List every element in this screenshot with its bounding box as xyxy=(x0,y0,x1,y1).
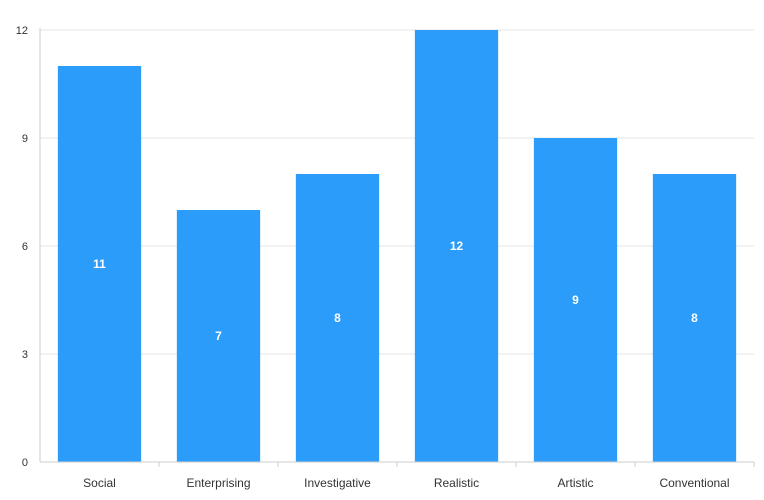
bar-realistic xyxy=(414,30,499,462)
y-tick-label: 0 xyxy=(22,457,28,469)
y-tick-label: 9 xyxy=(22,133,28,145)
y-tick-label: 6 xyxy=(22,241,28,253)
grid-lines xyxy=(40,29,754,355)
x-tick-label-social: Social xyxy=(83,476,116,490)
bar-investigative xyxy=(295,174,380,462)
axes xyxy=(39,28,755,467)
bar-conventional xyxy=(652,174,737,462)
data-label-conventional: 8 xyxy=(691,311,698,325)
x-tick-label-enterprising: Enterprising xyxy=(186,476,250,490)
data-label-realistic: 12 xyxy=(450,239,464,253)
bar-enterprising xyxy=(176,210,261,462)
data-label-enterprising: 7 xyxy=(215,329,222,343)
y-tick-label: 12 xyxy=(16,25,28,37)
x-tick-label-artistic: Artistic xyxy=(558,476,594,490)
labels: 0 3 6 9 12 11 Social 7 Enterprising 8 Investigativ… xyxy=(16,25,730,490)
bars xyxy=(57,30,737,462)
bar-artistic xyxy=(533,138,618,462)
x-tick-label-realistic: Realistic xyxy=(434,476,479,490)
data-label-investigative: 8 xyxy=(334,311,341,325)
data-label-artistic: 9 xyxy=(572,293,579,307)
bar-social xyxy=(57,66,142,462)
x-tick-label-investigative: Investigative xyxy=(304,476,371,490)
y-tick-label: 3 xyxy=(22,349,28,361)
x-tick-label-conventional: Conventional xyxy=(659,476,729,490)
data-label-social: 11 xyxy=(93,257,106,271)
